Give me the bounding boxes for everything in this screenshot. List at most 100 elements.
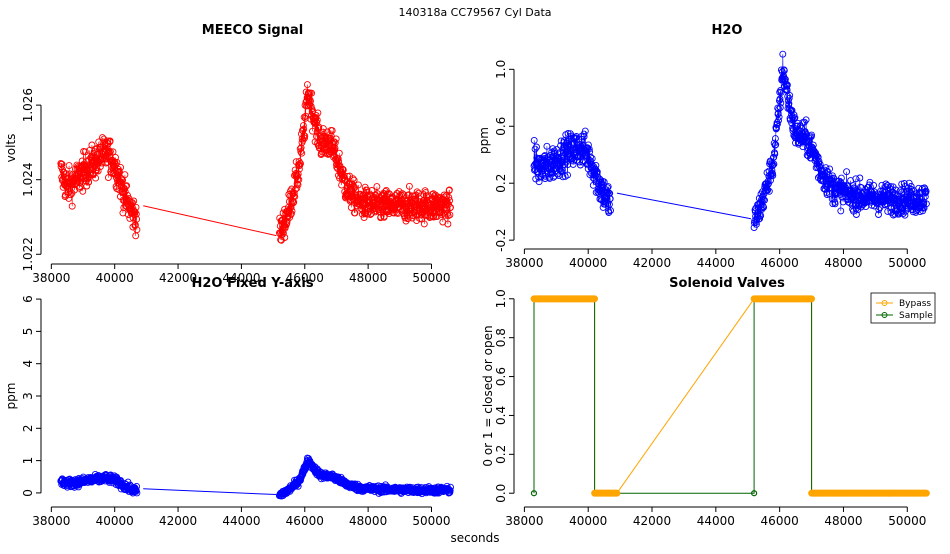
data-point (279, 209, 287, 217)
data-point (786, 91, 794, 99)
x-tick-label: 38000 (32, 514, 70, 528)
data-point (318, 143, 326, 150)
data-point (791, 114, 799, 122)
data-point (396, 206, 404, 214)
data-point (298, 149, 306, 157)
plot-area (57, 454, 454, 500)
data-point (898, 188, 906, 196)
y-tick-label: 2 (21, 424, 35, 432)
data-point (777, 99, 785, 107)
data-point (351, 209, 359, 217)
data-point (293, 180, 301, 188)
data-point (98, 159, 106, 167)
x-tick-label: 44000 (222, 271, 260, 285)
y-tick-label: 0.4 (494, 406, 508, 425)
data-point (566, 143, 573, 151)
data-point (446, 211, 454, 219)
data-point (788, 106, 796, 114)
data-point (420, 220, 428, 228)
data-point (132, 486, 140, 494)
data-point (415, 189, 423, 197)
data-point (756, 212, 764, 220)
data-point (295, 161, 302, 169)
x-tick-label: 38000 (32, 271, 70, 285)
y-axis-label: 0 or 1 = closed or open (481, 325, 495, 466)
data-point (852, 211, 860, 218)
data-point (760, 203, 768, 211)
data-point (839, 198, 847, 206)
data-point (446, 486, 454, 494)
x-tick-label: 46000 (286, 271, 324, 285)
data-point (109, 148, 117, 156)
data-point (444, 212, 452, 220)
data-point (390, 209, 398, 217)
data-point (561, 141, 569, 149)
data-point (907, 193, 915, 201)
data-point (319, 128, 327, 136)
data-point (564, 171, 571, 179)
data-point (301, 132, 309, 140)
data-point (368, 187, 376, 194)
plot-area (530, 50, 930, 232)
figure-title: 140318a CC79567 Cyl Data (398, 6, 551, 19)
data-point (826, 165, 834, 173)
chart-h2o_fixed: H2O Fixed Y-axis ppm 38000 40000 42000 44000 4… (4, 276, 454, 528)
data-point (398, 201, 406, 209)
data-point (829, 200, 837, 208)
data-point (291, 193, 299, 201)
data-point (446, 197, 454, 205)
data-point (65, 194, 73, 202)
data-point (564, 161, 572, 169)
data-point (409, 212, 417, 219)
data-point (350, 176, 358, 184)
y-tick-label: 0.8 (494, 328, 508, 347)
data-point (441, 193, 448, 201)
data-point (300, 113, 308, 121)
data-point (530, 136, 538, 144)
y-axis-label: volts (4, 134, 18, 163)
legend-marker (881, 300, 888, 306)
data-point (323, 128, 331, 136)
x-tick-label: 44000 (222, 514, 260, 528)
y-tick-label: 6 (21, 295, 35, 303)
data-point (794, 122, 801, 130)
data-point (400, 191, 408, 199)
x-tick-label: 42000 (633, 256, 671, 270)
data-point (133, 215, 141, 223)
legend-box (870, 292, 936, 324)
data-point (313, 116, 321, 124)
data-point (133, 226, 141, 234)
data-point (133, 489, 141, 497)
data-point (822, 164, 830, 172)
data-point (586, 148, 594, 156)
legend-label-sample: Sample (899, 311, 933, 321)
data-point (606, 189, 614, 197)
data-point (592, 161, 600, 169)
data-point (613, 489, 621, 497)
data-point (422, 189, 430, 197)
x-tick-label: 38000 (505, 256, 543, 270)
x-tick-label: 40000 (569, 256, 607, 270)
data-point (808, 295, 816, 303)
data-point (837, 207, 845, 215)
data-point (122, 182, 130, 190)
data-point (774, 109, 782, 117)
y-tick-label: 0.2 (494, 174, 508, 193)
data-point (531, 161, 539, 169)
y-tick-label: 1.026 (21, 88, 35, 122)
data-point (309, 127, 316, 135)
chart-title: H2O Fixed Y-axis (191, 276, 313, 291)
data-point (373, 183, 381, 191)
data-point (903, 188, 911, 196)
data-point (606, 195, 614, 203)
data-point (133, 482, 141, 490)
x-tick-label: 42000 (159, 271, 197, 285)
series-line-sample (533, 298, 813, 494)
data-point (331, 144, 339, 152)
data-point (121, 171, 129, 179)
data-point (802, 129, 809, 137)
data-point (413, 188, 421, 196)
data-point (587, 153, 594, 161)
data-point (281, 234, 289, 241)
